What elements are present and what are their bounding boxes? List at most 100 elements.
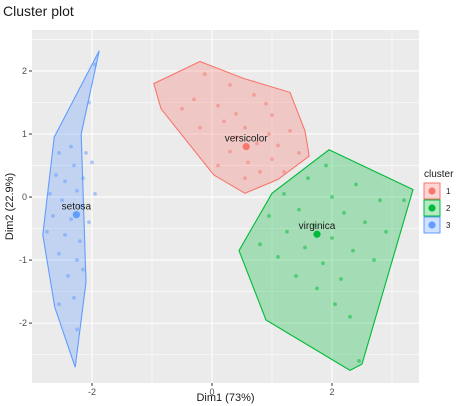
data-point-cluster-1 <box>297 151 301 155</box>
data-point-cluster-3 <box>87 100 91 105</box>
data-point-cluster-2 <box>303 245 307 250</box>
y-tick-label: -2 <box>19 318 27 328</box>
data-point-cluster-3 <box>51 214 55 218</box>
data-point-cluster-3 <box>54 173 58 177</box>
data-point-cluster-2 <box>267 214 271 218</box>
x-axis-title: Dim1 (73%) <box>196 392 254 404</box>
data-point-cluster-3 <box>78 204 82 209</box>
data-point-cluster-2 <box>312 223 316 228</box>
data-point-cluster-3 <box>60 198 64 203</box>
data-point-cluster-2 <box>342 210 346 215</box>
data-point-cluster-2 <box>372 258 376 262</box>
x-axis-ticks: -2 0 2 <box>88 383 335 397</box>
data-point-cluster-2 <box>333 302 337 307</box>
data-point-cluster-1 <box>276 143 280 148</box>
data-point-cluster-2 <box>321 261 325 266</box>
data-point-cluster-1 <box>264 101 268 106</box>
data-point-cluster-2 <box>276 255 280 259</box>
cluster-label-3: setosa <box>62 202 92 213</box>
data-point-cluster-1 <box>258 169 262 174</box>
data-point-cluster-1 <box>243 125 247 130</box>
data-point-cluster-2 <box>354 182 358 187</box>
y-tick-label: 0 <box>22 192 27 202</box>
data-point-cluster-2 <box>315 286 319 291</box>
data-point-cluster-2 <box>330 195 334 199</box>
data-point-cluster-2 <box>285 229 289 234</box>
cluster-hull-1 <box>153 60 310 194</box>
legend-label-1: 1 <box>446 187 451 196</box>
data-point-cluster-3 <box>75 188 79 193</box>
data-point-cluster-3 <box>48 191 52 196</box>
data-point-cluster-2 <box>378 198 382 203</box>
cluster-center-1 <box>242 143 250 151</box>
data-point-cluster-3 <box>75 258 79 262</box>
cluster-center-2 <box>313 230 321 238</box>
data-point-cluster-3 <box>81 176 85 181</box>
data-point-cluster-3 <box>75 327 79 332</box>
cluster-centers <box>72 143 321 238</box>
legend-label-3: 3 <box>446 221 451 230</box>
data-point-cluster-1 <box>270 113 274 117</box>
cluster-label-1: versicolor <box>225 134 268 145</box>
cluster-label-2: virginica <box>299 221 336 232</box>
data-point-cluster-2 <box>297 207 301 212</box>
data-point-cluster-3 <box>63 179 67 184</box>
data-point-cluster-2 <box>324 163 328 168</box>
data-point-cluster-2 <box>384 229 388 234</box>
data-point-cluster-3 <box>90 160 94 165</box>
data-point-cluster-3 <box>93 191 97 196</box>
data-point-cluster-1 <box>216 103 220 108</box>
data-point-cluster-3 <box>72 296 76 300</box>
data-point-cluster-1 <box>288 128 292 133</box>
data-point-cluster-1 <box>282 169 286 174</box>
plot-panel <box>32 30 419 383</box>
x-tick-label: -2 <box>88 387 96 397</box>
data-point-cluster-2 <box>402 198 406 203</box>
data-point-cluster-3 <box>57 251 61 256</box>
data-point-cluster-1 <box>255 141 259 146</box>
data-point-cluster-3 <box>45 229 49 234</box>
data-point-cluster-2 <box>330 236 334 240</box>
data-point-cluster-3 <box>72 163 76 168</box>
data-point-cluster-3 <box>87 220 91 225</box>
data-point-cluster-3 <box>84 151 88 155</box>
data-point-cluster-3 <box>93 62 97 67</box>
grid-lines <box>32 30 419 383</box>
data-point-cluster-3 <box>57 302 61 307</box>
y-axis-title: Dim2 (22.9%) <box>4 173 16 240</box>
data-point-cluster-3 <box>57 151 61 155</box>
data-point-cluster-1 <box>216 163 220 168</box>
data-points <box>45 62 406 363</box>
data-point-cluster-1 <box>234 111 238 116</box>
cluster-center-3 <box>72 211 80 219</box>
y-tick-label: 1 <box>22 129 27 139</box>
y-axis-ticks: -2 -1 0 1 2 <box>19 66 32 328</box>
data-point-cluster-3 <box>66 273 70 278</box>
legend-key-point-1 <box>428 187 436 195</box>
data-point-cluster-3 <box>63 232 67 237</box>
data-point-cluster-1 <box>198 125 202 130</box>
chart-title: Cluster plot <box>3 3 74 19</box>
legend: cluster 1 2 3 <box>423 169 454 234</box>
data-point-cluster-2 <box>282 191 286 196</box>
data-point-cluster-2 <box>348 314 352 319</box>
data-point-cluster-1 <box>202 72 207 77</box>
data-point-cluster-1 <box>228 82 232 87</box>
y-tick-label: 2 <box>22 66 27 76</box>
data-point-cluster-1 <box>192 97 196 102</box>
data-point-cluster-2 <box>294 273 298 278</box>
data-point-cluster-3 <box>69 144 73 149</box>
data-point-cluster-1 <box>180 106 184 111</box>
data-point-cluster-1 <box>243 176 247 181</box>
data-point-cluster-2 <box>351 248 355 253</box>
cluster-hull-3 <box>42 50 100 368</box>
data-point-cluster-1 <box>228 149 232 154</box>
data-point-cluster-3 <box>78 239 82 244</box>
data-point-cluster-1 <box>270 157 274 162</box>
data-point-cluster-2 <box>357 359 361 363</box>
data-point-cluster-2 <box>306 176 310 181</box>
data-point-cluster-2 <box>363 220 367 225</box>
legend-key-point-2 <box>428 204 436 212</box>
cluster-hull-2 <box>238 149 414 372</box>
